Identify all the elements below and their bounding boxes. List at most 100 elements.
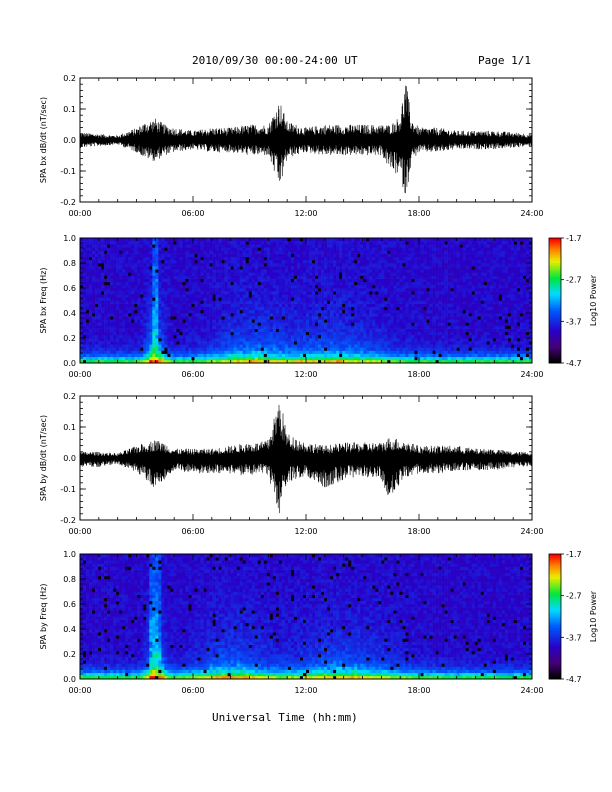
heatmap-cell [260, 359, 265, 364]
heatmap-cell [185, 334, 189, 339]
heatmap-cell [399, 353, 403, 358]
heatmap-cell [435, 272, 439, 276]
heatmap-cell [287, 291, 292, 295]
heatmap-cell [239, 306, 244, 311]
heatmap-cell [263, 266, 268, 270]
heatmap-cell [95, 250, 99, 254]
heatmap-cell [143, 259, 147, 264]
heatmap-cell [302, 278, 307, 283]
heatmap-cell [140, 359, 144, 364]
heatmap-cell [302, 241, 307, 245]
heatmap-cell [402, 350, 406, 354]
heatmap-cell [339, 359, 343, 364]
heatmap-cell [137, 250, 141, 254]
heatmap-cell [131, 294, 135, 298]
heatmap-cell [345, 313, 349, 317]
heatmap-cell [351, 284, 355, 289]
heatmap-cell [342, 272, 346, 276]
heatmap-cell [324, 341, 328, 345]
heatmap-cell [170, 341, 174, 345]
heatmap-cell [372, 275, 376, 279]
heatmap-cell [80, 328, 84, 333]
heatmap-cell [429, 359, 433, 364]
heatmap-cell [137, 259, 141, 264]
heatmap-cell [432, 303, 436, 308]
heatmap-cell [339, 238, 343, 242]
heatmap-cell [296, 344, 301, 348]
heatmap-cell [309, 238, 313, 242]
heatmap-cell [402, 241, 406, 245]
heatmap-cell [248, 347, 253, 351]
heatmap-cell [402, 269, 406, 273]
heatmap-cell [372, 353, 376, 358]
heatmap-cell [131, 350, 135, 354]
heatmap-cell [372, 350, 376, 354]
heatmap-cell [372, 294, 376, 298]
heatmap-cell [348, 359, 352, 364]
heatmap-cell [200, 256, 204, 261]
heatmap-cell [197, 278, 201, 283]
heatmap-cell [209, 241, 213, 245]
heatmap-cell [275, 250, 280, 254]
heatmap-cell [158, 284, 162, 289]
heatmap-cell [333, 309, 337, 314]
heatmap-cell [399, 288, 403, 292]
heatmap-cell [309, 309, 313, 314]
heatmap-cell [269, 328, 274, 333]
heatmap-cell [375, 281, 379, 286]
heatmap-cell [384, 356, 388, 361]
heatmap-cell [293, 250, 298, 254]
heatmap-cell [381, 350, 385, 354]
heatmap-cell [119, 319, 123, 323]
heatmap-cell [152, 253, 156, 258]
heatmap-cell [384, 325, 388, 329]
heatmap-cell [284, 319, 289, 323]
heatmap-cell [302, 338, 307, 342]
heatmap-cell [318, 325, 322, 329]
heatmap-cell [206, 259, 210, 264]
heatmap-cell [384, 272, 388, 276]
heatmap-cell [200, 300, 204, 304]
heatmap-cell [107, 256, 111, 261]
heatmap-cell [435, 303, 439, 308]
heatmap-cell [92, 353, 96, 358]
heatmap-cell [438, 253, 442, 258]
heatmap-cell [80, 278, 84, 283]
heatmap-cell [330, 350, 334, 354]
heatmap-cell [375, 297, 379, 301]
heatmap-cell [212, 359, 216, 364]
heatmap-cell [393, 250, 397, 254]
heatmap-cell [366, 303, 370, 308]
heatmap-cell [330, 263, 334, 267]
heatmap-cell [251, 319, 256, 323]
heatmap-cell [333, 325, 337, 329]
heatmap-cell [164, 328, 168, 333]
heatmap-cell [215, 303, 219, 308]
heatmap-cell [296, 263, 301, 267]
heatmap-cell [239, 341, 244, 345]
heatmap-cell [218, 269, 222, 273]
heatmap-cell [149, 319, 153, 323]
heatmap-cell [423, 294, 427, 298]
heatmap-cell [173, 338, 177, 342]
heatmap-cell [158, 263, 162, 267]
heatmap-cell [140, 341, 144, 345]
heatmap-cell [384, 281, 388, 286]
heatmap-cell [357, 306, 361, 311]
heatmap-cell [378, 338, 382, 342]
heatmap-cell [164, 325, 168, 329]
heatmap-cell [182, 241, 186, 245]
heatmap-cell [200, 241, 204, 245]
heatmap-cell [167, 281, 171, 286]
heatmap-cell [188, 291, 192, 295]
heatmap-cell [254, 259, 259, 264]
heatmap-cell [137, 347, 141, 351]
heatmap-cell [405, 288, 409, 292]
heatmap-cell [140, 353, 144, 358]
heatmap-cell [113, 313, 117, 317]
heatmap-cell [83, 331, 87, 336]
heatmap-cell [107, 344, 111, 348]
heatmap-cell [312, 356, 316, 361]
heatmap-cell [95, 322, 99, 326]
heatmap-cell [176, 294, 180, 298]
